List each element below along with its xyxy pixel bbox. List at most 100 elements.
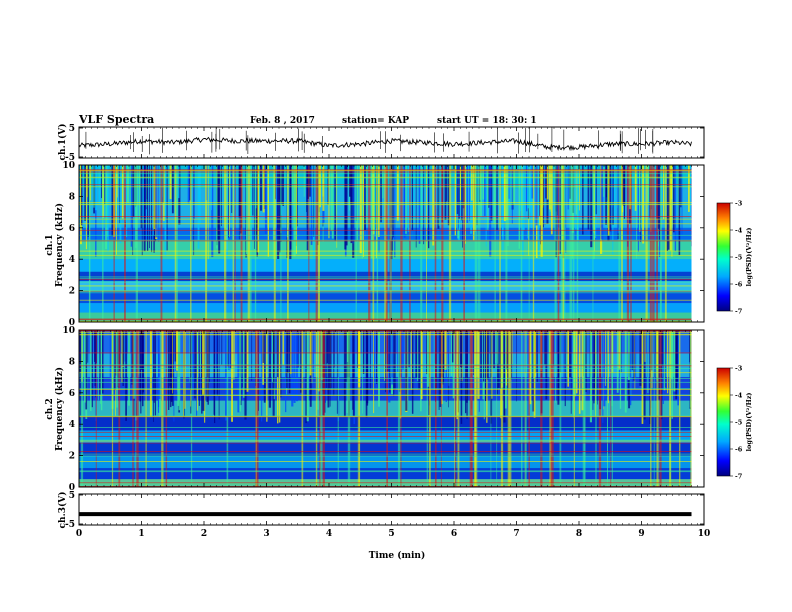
- spectrogram-ch1-streak: [126, 165, 128, 238]
- spectrogram-ch1-streak: [667, 165, 670, 250]
- spectrogram-ch2-impulse: [540, 330, 543, 487]
- spectrogram-ch1-streak: [496, 165, 498, 231]
- spectrogram-ch2-impulse: [440, 330, 442, 487]
- spectrogram-ch1-streak: [216, 165, 218, 249]
- spectrogram-ch1-streak: [640, 165, 641, 242]
- spectrogram-ch2-streak: [544, 330, 546, 365]
- x-tick-label: 0: [76, 529, 82, 539]
- spectrogram-ch1-impulse: [505, 165, 508, 322]
- spectrogram-ch1-streak: [359, 165, 362, 254]
- spectrogram-ch2-streak: [177, 330, 180, 406]
- spectrogram-ch1-streak: [537, 165, 540, 257]
- spectrogram-ch1-streak: [688, 165, 690, 212]
- spectrogram-ch1-streak: [260, 165, 263, 211]
- spectrogram-ch1-streak: [197, 165, 200, 249]
- spectrogram-ch2-streak: [289, 330, 292, 375]
- spectrogram-ch1-impulse: [160, 165, 163, 322]
- spectrogram-ch1-streak: [466, 165, 468, 223]
- spectrogram-ch2-streak: [497, 330, 500, 388]
- spectrogram-ch1-streak: [602, 165, 604, 242]
- spectrogram-ch1-streak: [638, 165, 641, 232]
- spectrogram-ch2-streak: [190, 330, 192, 391]
- spectrogram-ch1-streak: [549, 165, 551, 210]
- spectrogram-ch1-streak: [89, 165, 92, 201]
- spectrogram-ch2-streak: [94, 330, 96, 362]
- spectrogram-ch1-impulse: [247, 165, 251, 322]
- spectrogram-ch1-streak: [85, 165, 87, 250]
- spectrogram-ch2-narrowband-line: [79, 372, 692, 374]
- spectrogram-ch1-streak: [484, 165, 486, 216]
- spectrogram-ch1-impulse: [649, 165, 652, 322]
- spectrogram-ch2-streak: [572, 330, 574, 414]
- spectrogram-ch2-streak: [333, 330, 335, 396]
- spectrogram-ch1-streak: [189, 165, 191, 201]
- spectrogram-ch2-streak: [533, 330, 535, 379]
- spectrogram-ch1-streak: [95, 165, 97, 257]
- spectrogram-ch2-streak: [272, 330, 275, 417]
- spectrogram-ch2-streak: [393, 330, 395, 397]
- spectrogram-ch2-streak: [572, 330, 575, 418]
- spectrogram-ch2-impulse: [595, 330, 597, 487]
- spectrogram-ch2-streak: [99, 330, 101, 395]
- spectrogram-ch1-streak: [151, 165, 153, 253]
- spectrogram-ch2-impulse: [426, 330, 428, 487]
- spectrogram-ch1-impulse: [463, 165, 465, 322]
- spectrogram-ch2-impulse: [471, 330, 473, 487]
- spectrogram-ch1-streak: [296, 165, 298, 227]
- spectrogram-ch1-streak: [469, 165, 470, 221]
- spectrogram-ch1-impulse: [664, 165, 667, 322]
- spectrogram-ch2-streak: [391, 330, 394, 385]
- x-tick-label: 4: [326, 529, 332, 539]
- spectrogram-ch1-streak: [211, 165, 214, 258]
- x-tick-label: 8: [576, 529, 582, 539]
- spectrogram-ch1-streak: [412, 165, 415, 223]
- spectrogram-ch2-narrowband-line: [79, 427, 692, 428]
- spectrogram-ch2-streak: [624, 330, 627, 413]
- spectrogram-ch2-streak: [286, 330, 289, 373]
- spectrogram-ch2-streak: [369, 330, 371, 390]
- spectrogram-ch1-streak: [550, 165, 553, 235]
- spectrogram-ch2-streak: [293, 330, 296, 403]
- spectrogram-ch2-streak: [173, 330, 175, 422]
- spectrogram-ch2-impulse: [656, 330, 659, 487]
- spectrogram-ch1-streak: [575, 165, 577, 230]
- spectrogram-ch2-streak: [229, 330, 231, 370]
- spectrogram-ch2-narrowband-line: [79, 436, 692, 437]
- spectrogram-ch1-streak: [146, 165, 147, 208]
- spectrogram-ch2-streak: [592, 330, 594, 410]
- figure-title: VLF Spectra: [78, 113, 154, 126]
- x-tick-label: 10: [698, 529, 711, 539]
- spectrogram-ch2-streak: [634, 330, 636, 389]
- spectrogram-ch2-streak: [578, 330, 581, 414]
- spectrogram-ch1-streak: [363, 165, 364, 257]
- spectrogram-ch1-streak: [407, 165, 410, 232]
- spectrogram-ch2-streak: [285, 330, 287, 413]
- spectrogram-ch2-streak: [376, 330, 378, 384]
- spectrogram-ch2-streak: [238, 330, 241, 412]
- spectrogram-ch2-impulse: [507, 330, 510, 487]
- spectrogram-ch1-streak: [138, 165, 141, 219]
- waveform-ch3-y-tick-label: -5: [65, 520, 75, 530]
- spectrogram-ch2-streak: [128, 330, 130, 406]
- spectrogram-ch1-streak: [530, 165, 533, 228]
- colorbar-tick-label: -6: [735, 446, 743, 454]
- spectrogram-ch2-streak: [122, 330, 125, 366]
- spectrogram-ch2-streak: [602, 330, 604, 423]
- spectrogram-ch1-impulse: [102, 165, 104, 322]
- spectrogram-ch1-impulse: [232, 165, 234, 322]
- spectrogram-ch1-y-tick-label: 4: [69, 255, 75, 265]
- spectrogram-ch1-streak: [306, 165, 309, 251]
- spectrogram-ch1-impulse: [554, 165, 557, 322]
- spectrogram-ch1-streak: [669, 165, 672, 251]
- spectrogram-ch2-impulse: [509, 330, 512, 487]
- colorbar-tick-label: -3: [735, 365, 743, 373]
- spectrogram-ch1-streak: [473, 165, 476, 218]
- spectrogram-ch2-streak: [286, 330, 288, 389]
- spectrogram-ch1-streak: [256, 165, 258, 257]
- spectrogram-ch1-impulse: [384, 165, 387, 322]
- spectrogram-ch2-streak: [346, 330, 348, 413]
- spectrogram-ch2-narrowband-line: [79, 470, 692, 472]
- spectrogram-ch2-y-tick-label: 6: [69, 389, 75, 399]
- spectrogram-ch1-y-tick-label: 6: [69, 224, 75, 234]
- spectrogram-ch2-impulse: [135, 330, 137, 487]
